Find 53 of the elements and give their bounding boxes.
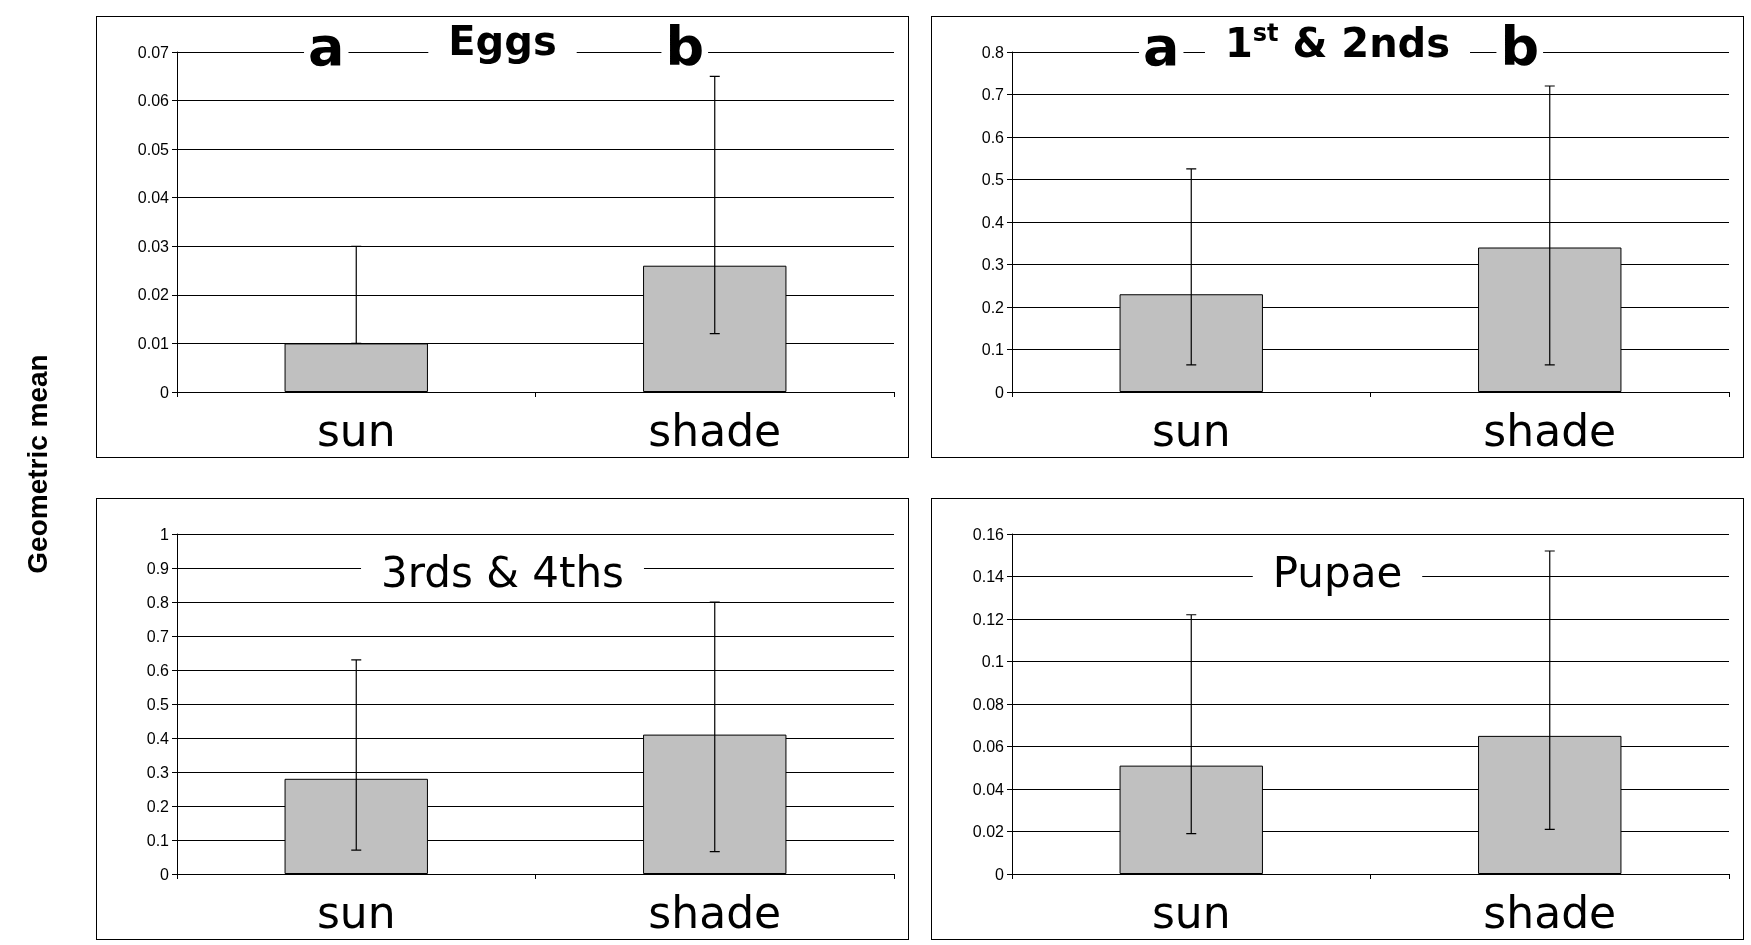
y-tick-label: 0.01 bbox=[137, 334, 170, 352]
annotation: a bbox=[308, 14, 345, 78]
y-tick-label: 0.2 bbox=[146, 797, 170, 815]
y-tick-label: 0.1 bbox=[981, 341, 1005, 358]
y-tick-label: 1 bbox=[160, 525, 170, 543]
y-tick-label: 0.14 bbox=[972, 568, 1005, 585]
y-tick-label: 0.4 bbox=[981, 213, 1005, 231]
chart-title: 3rds & 4ths bbox=[381, 547, 624, 597]
x-tick-label: shade bbox=[1483, 886, 1617, 938]
y-tick-label: 0.9 bbox=[146, 559, 170, 577]
y-tick-label: 0.08 bbox=[972, 695, 1005, 713]
y-tick-label: 0.4 bbox=[146, 729, 170, 747]
y-tick-label: 0 bbox=[995, 865, 1005, 883]
y-tick-label: 0 bbox=[995, 383, 1005, 401]
y-tick-label: 0.6 bbox=[146, 661, 170, 679]
x-tick-label: sun bbox=[1151, 886, 1231, 938]
y-tick-label: 0.12 bbox=[972, 610, 1005, 628]
x-tick-label: sun bbox=[316, 404, 396, 456]
y-tick-label: 0.03 bbox=[137, 237, 170, 255]
y-tick-label: 0.06 bbox=[972, 738, 1005, 755]
y-tick-label: 0.04 bbox=[972, 780, 1005, 798]
x-tick-label: sun bbox=[316, 886, 396, 938]
y-tick-label: 0.2 bbox=[981, 298, 1005, 316]
y-tick-label: 0.7 bbox=[146, 627, 170, 645]
annotation: b bbox=[665, 14, 705, 78]
y-tick-label: 0.04 bbox=[137, 189, 170, 207]
y-tick-label: 0.7 bbox=[981, 86, 1005, 103]
y-axis-title: Geometric mean bbox=[22, 353, 54, 576]
chart-title: Eggs bbox=[448, 18, 557, 64]
chart-title: Pupae bbox=[1272, 547, 1403, 597]
y-tick-label: 0.8 bbox=[146, 593, 170, 611]
y-tick-label: 0.3 bbox=[146, 763, 170, 781]
y-tick-label: 0.8 bbox=[981, 43, 1005, 61]
y-tick-label: 0 bbox=[160, 383, 170, 401]
y-tick-label: 0.5 bbox=[981, 171, 1005, 188]
y-tick-label: 0.1 bbox=[981, 653, 1005, 670]
y-tick-label: 0.5 bbox=[146, 695, 170, 713]
annotation: a bbox=[1143, 14, 1180, 78]
y-tick-label: 0 bbox=[160, 865, 170, 883]
x-tick-label: shade bbox=[648, 886, 782, 938]
y-tick-label: 0.3 bbox=[981, 256, 1005, 273]
x-tick-label: shade bbox=[1483, 404, 1617, 456]
y-tick-label: 0.02 bbox=[137, 286, 170, 304]
x-tick-label: sun bbox=[1151, 404, 1231, 456]
y-tick-label: 0.06 bbox=[137, 92, 170, 110]
y-tick-label: 0.16 bbox=[972, 525, 1005, 543]
y-tick-label: 0.05 bbox=[137, 140, 170, 158]
y-tick-label: 0.02 bbox=[972, 823, 1005, 840]
y-tick-label: 0.07 bbox=[137, 43, 170, 61]
x-tick-label: shade bbox=[648, 404, 782, 456]
annotation: b bbox=[1500, 14, 1540, 78]
y-tick-label: 0.1 bbox=[146, 831, 170, 849]
y-tick-label: 0.6 bbox=[981, 128, 1005, 146]
